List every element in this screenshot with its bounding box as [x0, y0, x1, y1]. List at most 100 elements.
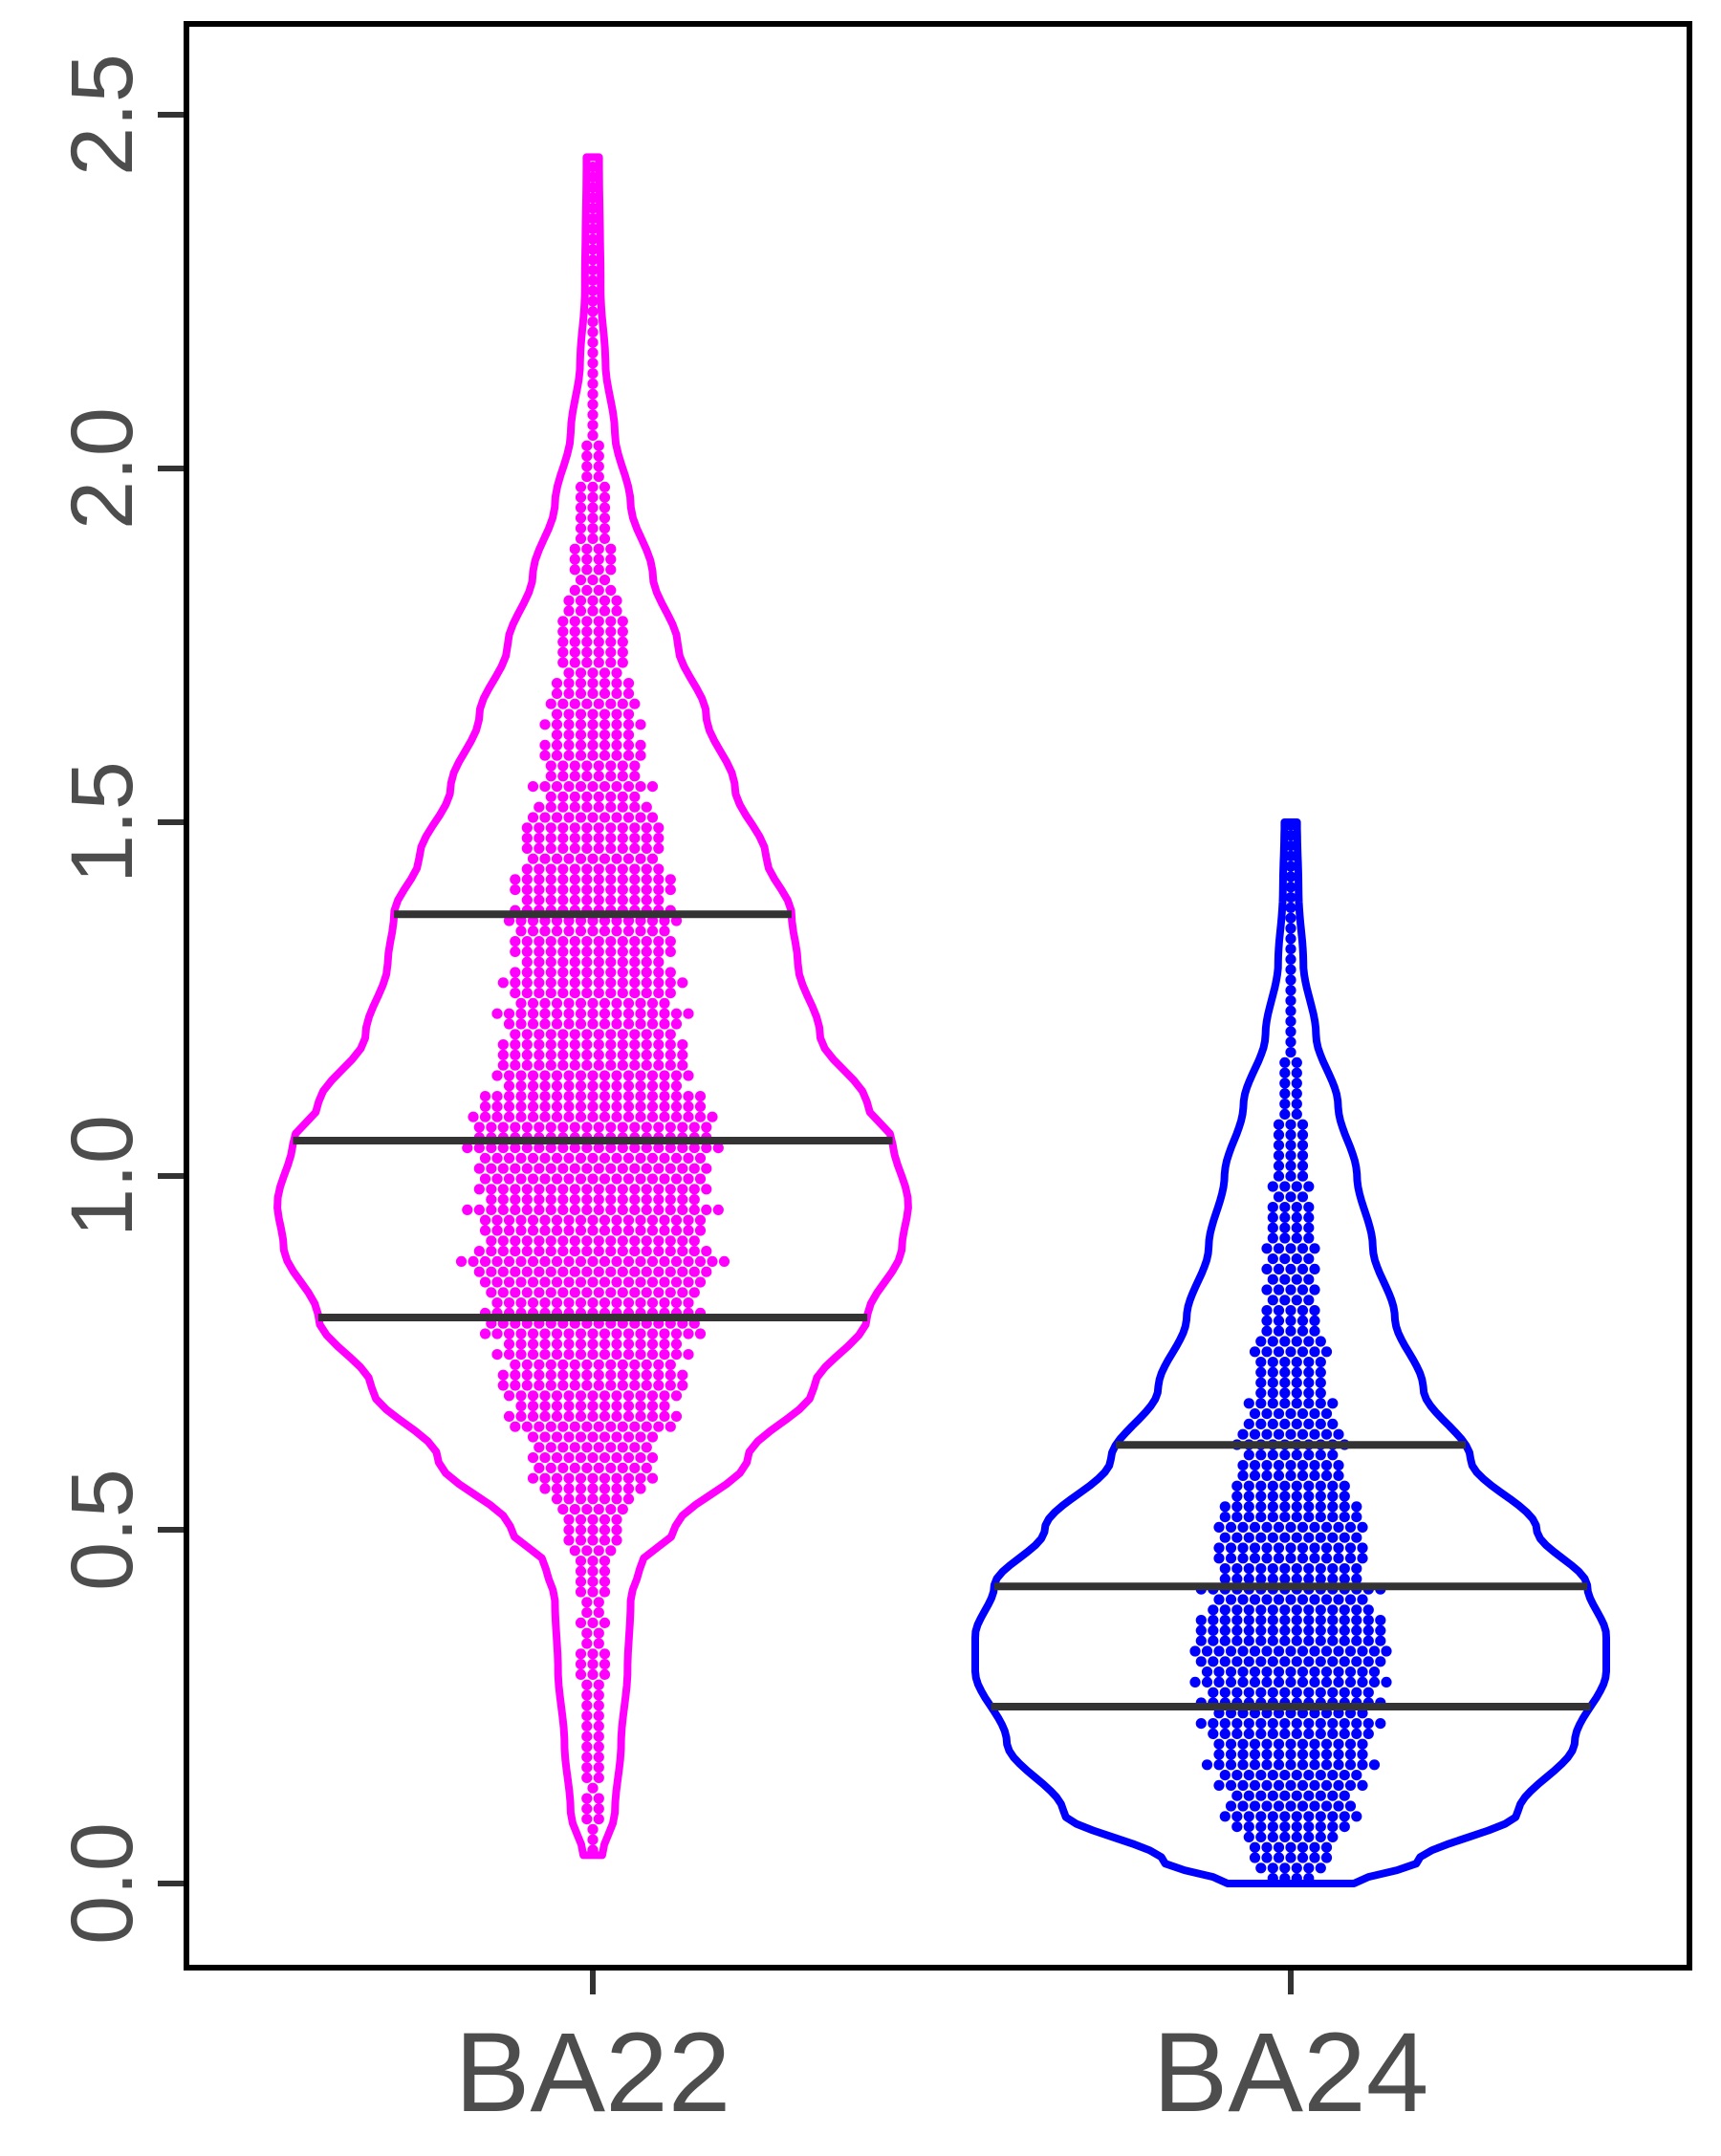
data-point	[605, 1462, 617, 1473]
data-point	[599, 678, 611, 689]
data-point	[1267, 1862, 1278, 1874]
data-point	[521, 863, 533, 875]
data-point	[587, 358, 599, 369]
data-point	[664, 1039, 676, 1051]
data-point	[587, 730, 599, 741]
data-point	[491, 1091, 503, 1102]
data-point	[1327, 1398, 1339, 1409]
data-point	[581, 1442, 593, 1453]
data-point	[653, 1122, 664, 1133]
data-point	[1285, 860, 1296, 872]
data-point	[1333, 1738, 1344, 1750]
data-point	[563, 1018, 575, 1030]
data-point	[1249, 1759, 1261, 1771]
data-point	[563, 1390, 575, 1402]
data-point	[569, 1204, 580, 1215]
data-point	[575, 1390, 587, 1402]
data-point	[1219, 1635, 1231, 1646]
data-point	[677, 1049, 688, 1060]
data-point	[1208, 1615, 1219, 1626]
data-point	[510, 1029, 521, 1040]
data-point	[1315, 1635, 1326, 1646]
violin-outline-ba22	[273, 153, 912, 1860]
data-point	[622, 1297, 635, 1309]
data-point	[622, 1080, 635, 1092]
data-point	[605, 1143, 617, 1154]
data-point	[587, 997, 599, 1009]
data-point	[1296, 1676, 1309, 1688]
data-point	[491, 1173, 503, 1185]
data-point	[1273, 1191, 1285, 1203]
data-point	[622, 1070, 635, 1081]
data-point	[1303, 1480, 1315, 1492]
data-point	[1231, 1615, 1243, 1626]
data-point	[617, 1266, 628, 1277]
data-point	[1333, 1759, 1344, 1771]
data-point	[563, 1493, 575, 1505]
data-point	[1195, 1718, 1207, 1730]
data-point	[497, 1059, 509, 1071]
data-point	[1279, 1873, 1291, 1884]
data-point	[503, 1339, 515, 1350]
data-point	[587, 1410, 599, 1422]
data-point	[629, 1049, 641, 1060]
data-point	[611, 719, 622, 730]
data-point	[646, 1214, 659, 1226]
data-point	[1243, 1512, 1254, 1523]
data-point	[617, 956, 628, 968]
data-point	[557, 1421, 569, 1432]
data-point	[569, 771, 580, 782]
data-point	[479, 1111, 491, 1122]
data-point	[1351, 1811, 1362, 1822]
data-point	[563, 1339, 575, 1350]
data-point	[611, 1008, 622, 1019]
data-point	[551, 739, 563, 751]
data-point	[563, 1452, 575, 1464]
data-point	[599, 1255, 611, 1267]
data-point	[587, 306, 599, 317]
data-point	[670, 1111, 683, 1122]
data-point	[694, 1173, 707, 1185]
data-point	[1255, 1512, 1267, 1523]
data-point	[1273, 1738, 1285, 1750]
data-point	[569, 863, 580, 875]
data-point	[593, 1752, 604, 1763]
data-point	[659, 1111, 670, 1122]
data-point	[617, 1194, 628, 1206]
data-point	[551, 1390, 563, 1402]
data-point	[486, 1204, 497, 1215]
data-point	[1368, 1676, 1381, 1688]
data-point	[521, 967, 533, 978]
data-point	[1291, 1377, 1302, 1388]
data-point	[1279, 1056, 1291, 1068]
data-point	[1351, 1687, 1362, 1698]
data-point	[527, 1255, 539, 1267]
data-point	[581, 1122, 593, 1133]
data-point	[581, 1597, 593, 1608]
data-point	[527, 1018, 539, 1030]
data-point	[1285, 1749, 1296, 1760]
data-point	[510, 1246, 521, 1257]
data-point	[1291, 1418, 1302, 1429]
data-point	[545, 801, 556, 813]
data-point	[539, 1483, 551, 1494]
data-point	[701, 1143, 712, 1154]
data-point	[670, 1091, 683, 1102]
data-point	[503, 1173, 515, 1185]
data-point	[587, 254, 599, 266]
data-point	[605, 1421, 617, 1432]
data-point	[545, 1194, 556, 1206]
data-point	[1249, 1666, 1261, 1678]
data-point	[593, 842, 604, 855]
data-point	[1327, 1790, 1339, 1801]
data-point	[1303, 1687, 1315, 1698]
data-point	[1303, 1418, 1315, 1429]
data-point	[617, 1049, 628, 1060]
data-point	[569, 657, 580, 668]
data-point	[587, 388, 599, 400]
data-point	[491, 1349, 503, 1361]
y-tick-label: 0.5	[54, 1469, 151, 1591]
violin-outline-ba24	[971, 818, 1610, 1887]
data-point	[569, 1246, 580, 1257]
data-point	[605, 1287, 617, 1298]
